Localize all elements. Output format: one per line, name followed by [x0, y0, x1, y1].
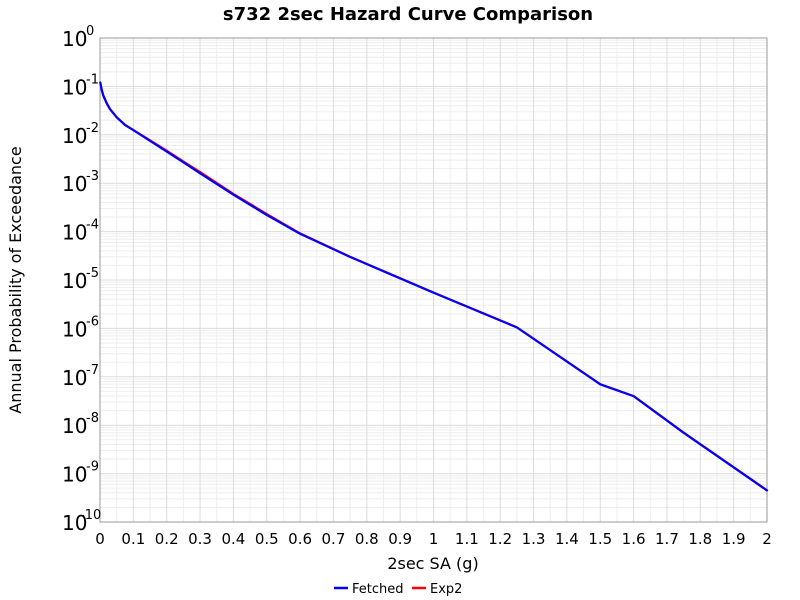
x-tick-label: 1.2 — [488, 530, 512, 548]
x-tick-label: 0.2 — [155, 530, 179, 548]
y-tick-exponent: -8 — [86, 411, 99, 426]
y-tick-label: 10 — [62, 124, 87, 148]
chart-title: s732 2sec Hazard Curve Comparison — [223, 4, 593, 25]
y-tick-exponent: -2 — [86, 121, 99, 136]
x-tick-label: 0.7 — [322, 530, 346, 548]
y-tick-label: 10 — [62, 366, 87, 390]
plot-frame — [99, 37, 768, 523]
x-axis-ticks: 0 0.1 0.2 0.3 0.4 0.5 0.6 0.7 0.8 0.9 1 1.1 1.2 1.3 1.… — [95, 530, 772, 548]
y-tick-label: 10 — [62, 75, 87, 99]
y-tick-label: 10 — [62, 414, 87, 438]
x-tick-label: 0.6 — [288, 530, 312, 548]
legend: Fetched Exp2 — [334, 582, 462, 597]
x-tick-label: 1.7 — [655, 530, 679, 548]
y-axis-label: Annual Probability of Exceedance — [6, 146, 25, 413]
x-tick-label: 1.8 — [688, 530, 712, 548]
y-tick-exponent: -10 — [80, 508, 101, 523]
y-tick-exponent: -4 — [86, 218, 99, 233]
y-tick-label: 10 — [62, 172, 87, 196]
y-tick-label: 10 — [62, 27, 87, 51]
x-tick-label: 1.1 — [455, 530, 479, 548]
y-tick-exponent: -5 — [86, 266, 99, 281]
y-tick-exponent: -1 — [86, 72, 99, 87]
x-tick-label: 1.9 — [722, 530, 746, 548]
legend-label: Exp2 — [430, 582, 462, 597]
x-tick-label: 0.3 — [188, 530, 212, 548]
y-tick-label: 10 — [62, 269, 87, 293]
x-tick-label: 0.8 — [355, 530, 379, 548]
y-tick-exponent: -7 — [86, 363, 99, 378]
x-tick-label: 0.9 — [388, 530, 412, 548]
x-tick-label: 1 — [429, 530, 439, 548]
series-layer — [99, 81, 769, 492]
y-tick-exponent: -3 — [86, 169, 99, 184]
y-axis-ticks: 10010-110-210-310-410-510-610-710-810-91… — [62, 24, 101, 535]
x-tick-label: 0.1 — [121, 530, 145, 548]
x-tick-label: 1.3 — [522, 530, 546, 548]
y-tick-exponent: -9 — [86, 460, 99, 475]
x-tick-label: 1.5 — [588, 530, 612, 548]
x-tick-label: 0.5 — [255, 530, 279, 548]
x-tick-label: 2 — [762, 530, 772, 548]
y-tick-label: 10 — [62, 317, 87, 341]
x-axis-label: 2sec SA (g) — [387, 554, 478, 573]
x-tick-label: 1.6 — [622, 530, 646, 548]
x-tick-label: 0.4 — [221, 530, 245, 548]
x-tick-label: 1.4 — [555, 530, 579, 548]
y-tick-exponent: 0 — [86, 24, 94, 39]
legend-label: Fetched — [352, 582, 404, 597]
y-tick-label: 10 — [62, 221, 87, 245]
y-tick-label: 10 — [62, 463, 87, 487]
major-gridlines — [99, 37, 768, 523]
y-tick-exponent: -6 — [86, 314, 99, 329]
x-tick-label: 0 — [95, 530, 105, 548]
y-tick-label: 10 — [62, 511, 87, 535]
series-line-fetched — [99, 81, 769, 492]
